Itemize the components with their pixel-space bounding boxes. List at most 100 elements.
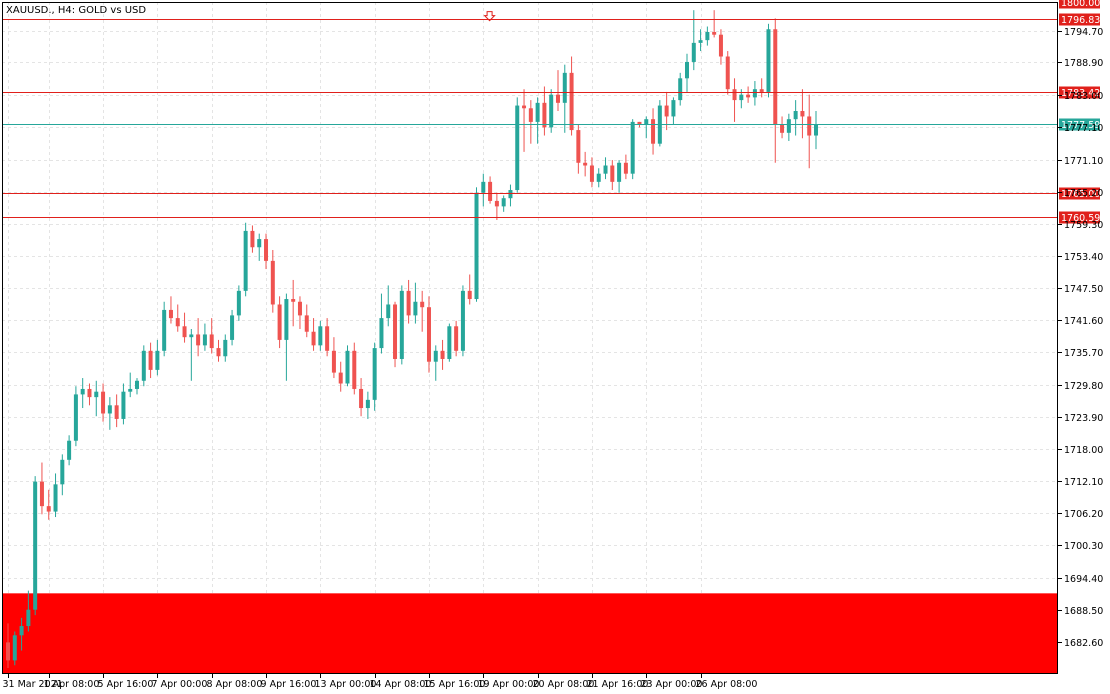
candle <box>209 318 214 354</box>
candle-body <box>651 119 656 144</box>
candle <box>155 339 160 376</box>
candle <box>121 383 126 425</box>
candle <box>236 285 241 321</box>
candle <box>440 339 445 370</box>
candle <box>338 361 343 392</box>
candle <box>508 184 513 207</box>
candle-body <box>617 162 622 182</box>
candle <box>786 113 791 141</box>
candle <box>759 78 764 98</box>
candle <box>454 320 459 357</box>
candle <box>447 323 452 362</box>
candle <box>114 394 119 428</box>
down-arrow-icon[interactable] <box>483 11 496 22</box>
candle <box>542 86 547 136</box>
y-tick-label: 1777.10 <box>1064 123 1103 134</box>
candle-body <box>562 72 567 103</box>
candle-body <box>780 124 785 133</box>
candle-body <box>508 190 513 199</box>
x-tick-label: 20 Apr 08:00 <box>533 679 595 690</box>
x-tick-label: 23 Apr 00:00 <box>641 679 703 690</box>
candle-body <box>331 350 336 373</box>
candle-body <box>555 94 560 103</box>
candle-body <box>216 348 221 357</box>
candle <box>589 157 594 188</box>
candle <box>189 329 194 381</box>
candle-body <box>372 348 377 400</box>
candle-body <box>291 299 296 302</box>
candle-body <box>610 165 615 182</box>
candle-body <box>623 162 628 174</box>
candle <box>250 225 255 253</box>
candle-body <box>168 309 173 319</box>
y-tick-label: 1741.60 <box>1064 316 1103 327</box>
candle <box>53 473 58 518</box>
y-tick-label: 1682.60 <box>1064 638 1103 649</box>
candle <box>630 119 635 180</box>
candle <box>725 51 730 95</box>
candle <box>623 154 628 180</box>
candle-body <box>433 350 438 362</box>
candle <box>752 81 757 106</box>
y-tick-label: 1712.10 <box>1064 477 1103 488</box>
candle-body <box>101 391 106 414</box>
candle-body <box>454 326 459 351</box>
candle-body <box>474 192 479 300</box>
candle-body <box>630 121 635 174</box>
candle-body <box>304 315 309 332</box>
candle-body <box>114 405 119 419</box>
candle <box>732 78 737 122</box>
x-tick-label: 15 Apr 16:00 <box>424 679 486 690</box>
candle <box>270 249 275 313</box>
candle-body <box>460 290 465 351</box>
candle <box>216 339 221 362</box>
y-tick-label: 1771.10 <box>1064 156 1103 167</box>
candle-body <box>264 239 269 261</box>
candle <box>698 29 703 52</box>
candle-body <box>467 290 472 300</box>
candle-body <box>284 299 289 340</box>
candle <box>691 10 696 71</box>
candle <box>433 345 438 381</box>
candle-body <box>583 162 588 166</box>
candle-body <box>535 102 540 122</box>
candle-body <box>542 102 547 128</box>
x-tick-label: 26 Apr 08:00 <box>696 679 758 690</box>
y-tick-label: 1700.30 <box>1064 541 1103 552</box>
candle-body <box>359 388 364 409</box>
candle-body <box>277 304 282 340</box>
candle <box>793 100 798 136</box>
candle <box>386 285 391 327</box>
candle-body <box>379 318 384 349</box>
candle <box>80 378 85 409</box>
level-price-label: 1765.00 <box>1061 189 1100 200</box>
candle <box>488 176 493 204</box>
candle-body <box>386 304 391 319</box>
candle <box>420 290 425 332</box>
candle-body <box>19 626 24 636</box>
candle-body <box>128 388 133 392</box>
candle <box>678 72 683 106</box>
level-price-label: 1760.59 <box>1061 213 1100 224</box>
candle-body <box>352 350 357 389</box>
candle <box>19 617 24 651</box>
candle-body <box>250 230 255 248</box>
candle-body <box>637 121 642 125</box>
candle-body <box>67 440 72 460</box>
y-tick-label: 1735.70 <box>1064 348 1103 359</box>
candle-body <box>569 72 574 131</box>
supply-demand-zone <box>2 593 1058 674</box>
candle <box>712 10 717 38</box>
candle-body <box>94 391 99 398</box>
x-tick-label: 7 Apr 00:00 <box>152 679 208 690</box>
candle-body <box>712 31 717 35</box>
candle-body <box>426 307 431 362</box>
candle-body <box>739 94 744 101</box>
candle <box>243 222 248 297</box>
candle-body <box>515 105 520 191</box>
candle <box>46 489 51 520</box>
candle <box>202 323 207 351</box>
candle-body <box>87 388 92 398</box>
